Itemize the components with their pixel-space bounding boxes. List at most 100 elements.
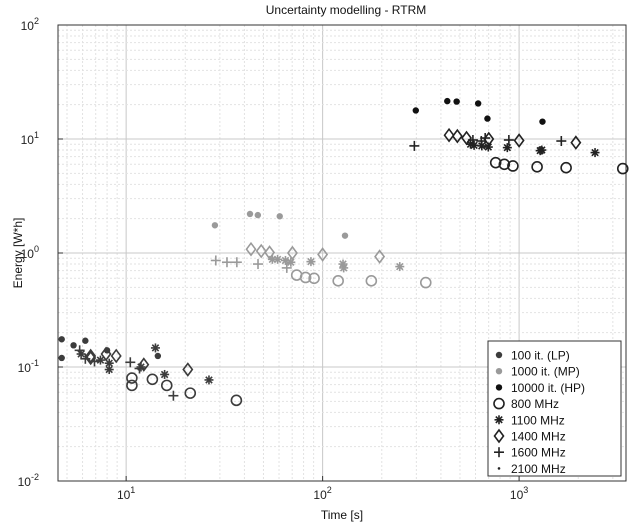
data-point (182, 362, 194, 377)
data-point (317, 247, 329, 262)
legend-marker-asterisk (494, 415, 504, 425)
series-lp-diamond (85, 346, 194, 377)
x-tick-label: 102 (313, 485, 331, 502)
data-point (560, 161, 572, 174)
data-point (286, 245, 298, 261)
data-point (502, 143, 512, 153)
y-tick-label: 102 (21, 16, 39, 33)
series-hp-plus (409, 133, 567, 151)
legend-label: 100 it. (LP) (511, 349, 570, 363)
x-tick-label: 103 (510, 485, 528, 502)
series-mp-diamond (245, 241, 386, 264)
legend-label: 1000 it. (MP) (511, 365, 580, 379)
series-hp-dot (412, 97, 546, 125)
data-point (503, 135, 514, 146)
legend-box (487, 340, 622, 477)
data-point (254, 211, 262, 219)
series-mp-circle (290, 269, 432, 289)
data-point (160, 379, 173, 392)
data-point (89, 356, 100, 367)
legend-marker-dot (495, 351, 503, 359)
data-point (341, 232, 349, 239)
legend: 100 it. (LP) 1000 it. (MP) 10000 it. (HP) 8… (487, 340, 622, 477)
data-point (138, 357, 150, 372)
data-point (299, 271, 312, 284)
data-point (154, 352, 162, 360)
data-point (85, 350, 97, 366)
legend-marker-diamond (493, 428, 505, 444)
series-mp-asterisk (267, 254, 405, 273)
data-point (281, 262, 292, 273)
data-point (332, 275, 344, 287)
data-point (168, 390, 179, 401)
legend-marker-dot (495, 384, 503, 391)
data-point (125, 357, 136, 368)
data-point (537, 145, 547, 155)
data-point (419, 276, 432, 289)
data-point (211, 222, 219, 229)
legend-marker-point (497, 467, 501, 470)
data-point (365, 275, 378, 287)
data-point (409, 140, 420, 151)
data-point (204, 375, 214, 385)
data-point (221, 257, 232, 268)
data-point (395, 262, 405, 272)
chart-title: Uncertainty modelling - RTRM (266, 3, 427, 17)
data-point (469, 140, 479, 150)
data-point (453, 98, 460, 105)
data-point (531, 161, 543, 173)
data-point (255, 243, 267, 259)
series-hp-diamond (443, 127, 582, 150)
data-point (498, 158, 511, 171)
data-point (80, 353, 91, 364)
x-axis-label: Time [s] (321, 508, 363, 522)
legend-marker-circle (493, 397, 505, 410)
series-mp-plus (210, 255, 292, 273)
data-point (484, 115, 491, 122)
data-point (444, 97, 451, 105)
data-point (273, 254, 283, 264)
data-point (70, 342, 77, 349)
series-hp-circle (489, 156, 629, 175)
data-point (82, 337, 89, 344)
data-point (100, 346, 112, 362)
data-point (451, 128, 463, 144)
data-point (134, 363, 145, 374)
data-point (264, 245, 276, 260)
legend-label: 2100 MHz (511, 462, 566, 476)
grid-lines (58, 25, 626, 481)
y-axis-ticks: 10-2 10-1 100 101 102 (18, 16, 63, 489)
data-point (246, 210, 254, 218)
y-axis-label: Energy [W*h] (11, 218, 25, 289)
data-point (507, 160, 519, 172)
data-point (489, 156, 502, 169)
data-point (513, 133, 525, 148)
legend-label: 800 MHz (511, 397, 559, 411)
data-point (276, 213, 283, 220)
y-tick-label: 10-2 (18, 472, 39, 489)
x-axis-ticks: 101 102 103 (117, 476, 528, 502)
legend-marker-plus (494, 447, 504, 458)
legend-label: 1100 MHz (511, 413, 565, 427)
data-point (104, 365, 114, 375)
data-point (280, 255, 290, 265)
x-tick-label: 101 (117, 485, 135, 502)
data-point (467, 135, 478, 146)
data-point (160, 369, 170, 379)
data-point (253, 259, 264, 270)
data-point (110, 348, 122, 364)
data-point (231, 257, 242, 268)
data-point (245, 241, 257, 257)
data-point (126, 372, 138, 384)
data-point (230, 394, 243, 407)
data-point (308, 272, 320, 285)
series-lp-plus (74, 345, 179, 401)
data-point (443, 127, 455, 143)
data-point (556, 136, 567, 147)
data-point (184, 387, 197, 399)
data-point (461, 130, 473, 146)
data-point (306, 257, 316, 267)
data-point (210, 255, 221, 266)
legend-marker-dot (495, 368, 503, 375)
